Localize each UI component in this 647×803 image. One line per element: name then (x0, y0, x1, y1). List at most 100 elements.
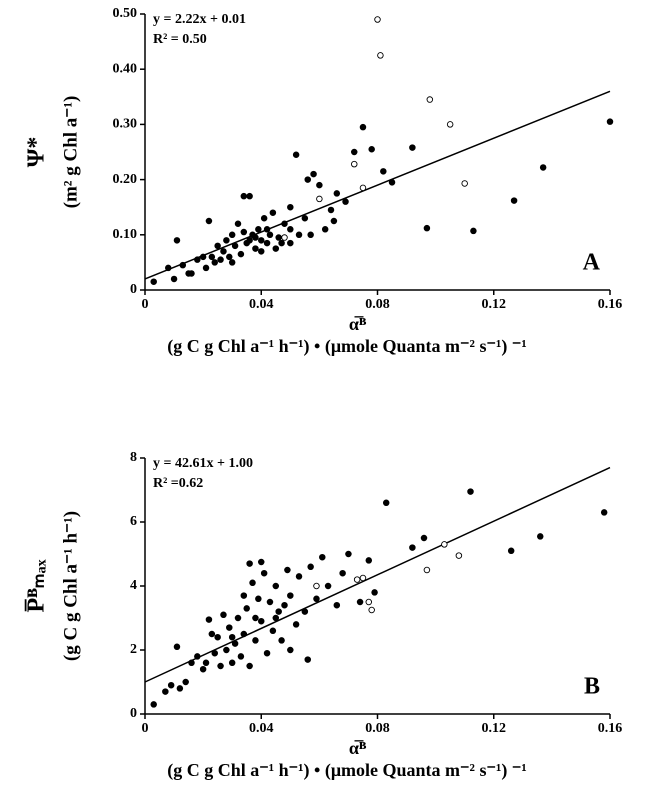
x-tick-label: 0.08 (365, 297, 390, 312)
point (272, 582, 280, 590)
point (321, 226, 329, 233)
point (287, 203, 294, 211)
y-axis-label: P̅ᴮₘₐₓ (24, 559, 50, 612)
point (252, 614, 259, 622)
point (353, 576, 361, 583)
point (310, 170, 317, 178)
point (295, 573, 303, 580)
point (182, 678, 189, 686)
point (377, 52, 384, 59)
point (199, 665, 207, 673)
point (319, 553, 326, 561)
y-tick-label: 0 (130, 706, 137, 721)
x-tick-label: 0.08 (365, 721, 390, 736)
point (234, 614, 242, 622)
point (339, 569, 346, 577)
point (240, 592, 248, 599)
x-tick-label: 0.16 (598, 297, 623, 312)
point (266, 231, 274, 239)
point (260, 214, 268, 222)
point (223, 646, 230, 654)
point (371, 589, 378, 596)
point (228, 231, 236, 239)
point (246, 237, 253, 244)
point (382, 499, 390, 507)
point (208, 253, 216, 261)
point (266, 598, 274, 606)
x-tick-label: 0.12 (482, 721, 507, 736)
y-axis-units: (g C g Chl a⁻¹ h⁻¹) (60, 511, 81, 661)
point (351, 148, 358, 156)
point (258, 248, 265, 255)
point (258, 617, 265, 625)
point (252, 245, 259, 252)
point (365, 557, 373, 564)
point (307, 231, 314, 239)
x-tick-label: 0.04 (249, 721, 274, 736)
point (359, 574, 367, 582)
point (246, 192, 253, 200)
panel-label: A (583, 250, 601, 276)
point (269, 627, 277, 635)
y-tick-label: 0.40 (113, 61, 138, 76)
point (281, 234, 288, 241)
point (205, 616, 213, 623)
point (199, 253, 207, 261)
point (388, 179, 396, 186)
point (260, 569, 268, 577)
point (606, 118, 614, 125)
point (208, 630, 216, 638)
x-axis-units: (g C g Chl a⁻¹ h⁻¹) • (μmole Quanta m⁻² … (167, 336, 527, 357)
point (330, 217, 338, 225)
point (287, 646, 294, 654)
point (426, 96, 434, 103)
point (240, 228, 248, 236)
equation: y = 42.61x + 1.00 (153, 456, 253, 471)
point (281, 601, 288, 609)
point (249, 579, 256, 587)
point (173, 237, 181, 244)
point (470, 227, 477, 235)
point (263, 649, 271, 657)
point (226, 624, 233, 631)
point (287, 592, 294, 599)
point (275, 608, 282, 615)
point (351, 160, 358, 168)
point (292, 151, 300, 159)
y-tick-label: 0 (130, 282, 137, 297)
point (316, 181, 323, 189)
point (237, 653, 245, 660)
point (600, 509, 608, 516)
point (223, 237, 230, 244)
point (287, 239, 294, 247)
point (345, 550, 352, 558)
point (409, 144, 416, 151)
fit-line (144, 90, 611, 280)
point (255, 226, 262, 233)
point (301, 608, 309, 615)
point (258, 558, 265, 566)
point (423, 566, 431, 574)
point (313, 595, 320, 603)
panel-label: B (584, 674, 600, 700)
point (510, 197, 518, 204)
y-tick-label: 0.30 (113, 117, 138, 132)
point (220, 248, 227, 255)
point (342, 198, 349, 205)
r-squared: R² =0.62 (153, 476, 203, 491)
point (228, 633, 236, 641)
point (359, 123, 367, 131)
point (446, 121, 454, 128)
point (237, 250, 245, 258)
y-axis-units: (m² g Chl a⁻¹) (60, 96, 81, 209)
point (409, 544, 416, 551)
y-axis-label: Ψ* (24, 137, 50, 168)
x-tick-label: 0 (142, 297, 149, 312)
point (269, 209, 277, 216)
x-tick-label: 0.16 (598, 721, 623, 736)
point (467, 488, 474, 495)
point (356, 598, 364, 606)
x-axis-label: α̅ᴮ (349, 738, 367, 758)
point (420, 534, 428, 542)
